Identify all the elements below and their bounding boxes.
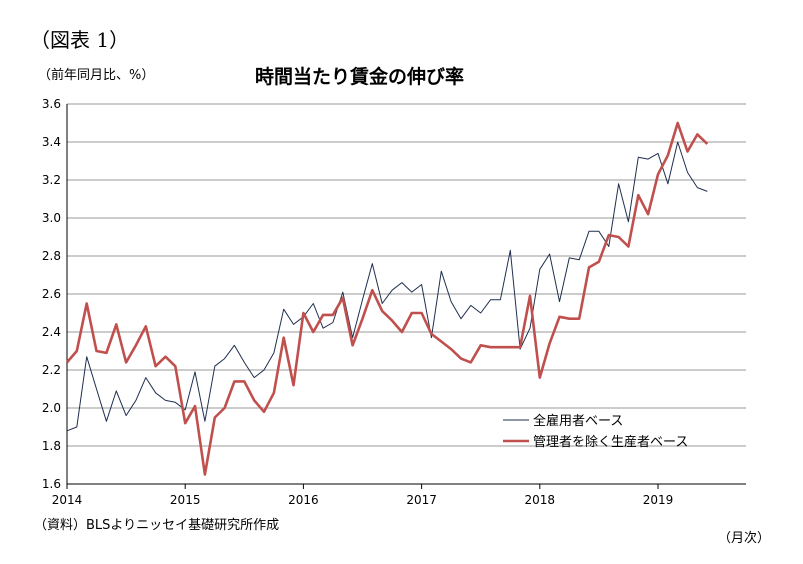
y-tick-label: 2.4 <box>42 325 61 339</box>
x-unit-label: （月次） <box>718 531 771 546</box>
y-tick-label: 1.8 <box>42 439 61 453</box>
y-tick-label: 3.6 <box>42 97 61 111</box>
series-line-1 <box>66 141 708 432</box>
x-tick-label: 2018 <box>525 493 556 507</box>
figure-label: （図表 1） <box>30 28 130 52</box>
y-tick-label: 2.6 <box>42 287 61 301</box>
y-tick-label: 3.2 <box>42 173 61 187</box>
x-tick-label: 2019 <box>643 493 674 507</box>
y-tick-label: 2.0 <box>42 401 61 415</box>
x-tick-label: 2016 <box>288 493 319 507</box>
x-tick-label: 2017 <box>406 493 437 507</box>
grid-layer <box>67 103 746 447</box>
axis-layer: 1.6 1.8 2.0 2.2 2.4 2.6 2.8 3.0 3.2 3.4 3.6 2014 201… <box>42 97 746 507</box>
legend-label-1: 全雇用者ベース <box>533 413 623 429</box>
y-unit-label: （前年同月比、%） <box>38 68 155 83</box>
y-tick-label: 3.0 <box>42 211 61 225</box>
y-tick-label: 1.6 <box>42 477 61 491</box>
y-tick-label: 2.2 <box>42 363 61 377</box>
x-tick-label: 2015 <box>170 493 201 507</box>
x-tick-label: 2014 <box>52 493 83 507</box>
chart-title: 時間当たり賃金の伸び率 <box>255 66 465 88</box>
y-tick-label: 3.4 <box>42 135 61 149</box>
series-layer <box>66 121 709 476</box>
series-line-2 <box>66 121 709 476</box>
legend-label-2: 管理者を除く生産者ベース <box>533 434 688 450</box>
y-tick-label: 2.8 <box>42 249 61 263</box>
source-note: （資料）BLSよりニッセイ基礎研究所作成 <box>34 518 280 533</box>
